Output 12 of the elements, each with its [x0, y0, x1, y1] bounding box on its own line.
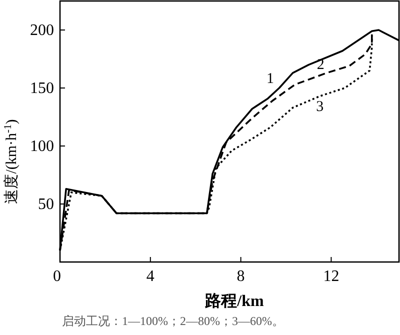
- series-label: 3: [316, 99, 324, 116]
- y-tick-label: 50: [38, 196, 54, 213]
- y-tick-label: 150: [30, 80, 54, 97]
- x-tick-label: 12: [323, 268, 340, 285]
- y-tick-label: 100: [30, 138, 54, 155]
- text: 启动工况：1—100%；2—80%；3—60%。: [62, 314, 284, 328]
- x-axis-title: 路程/km: [204, 292, 265, 310]
- x-tick-label: 8: [236, 268, 245, 285]
- x-tick-label: 0: [53, 268, 61, 285]
- x-tick-label: 4: [146, 268, 154, 285]
- series-label: 1: [266, 71, 274, 87]
- y-tick-label: 200: [30, 22, 54, 39]
